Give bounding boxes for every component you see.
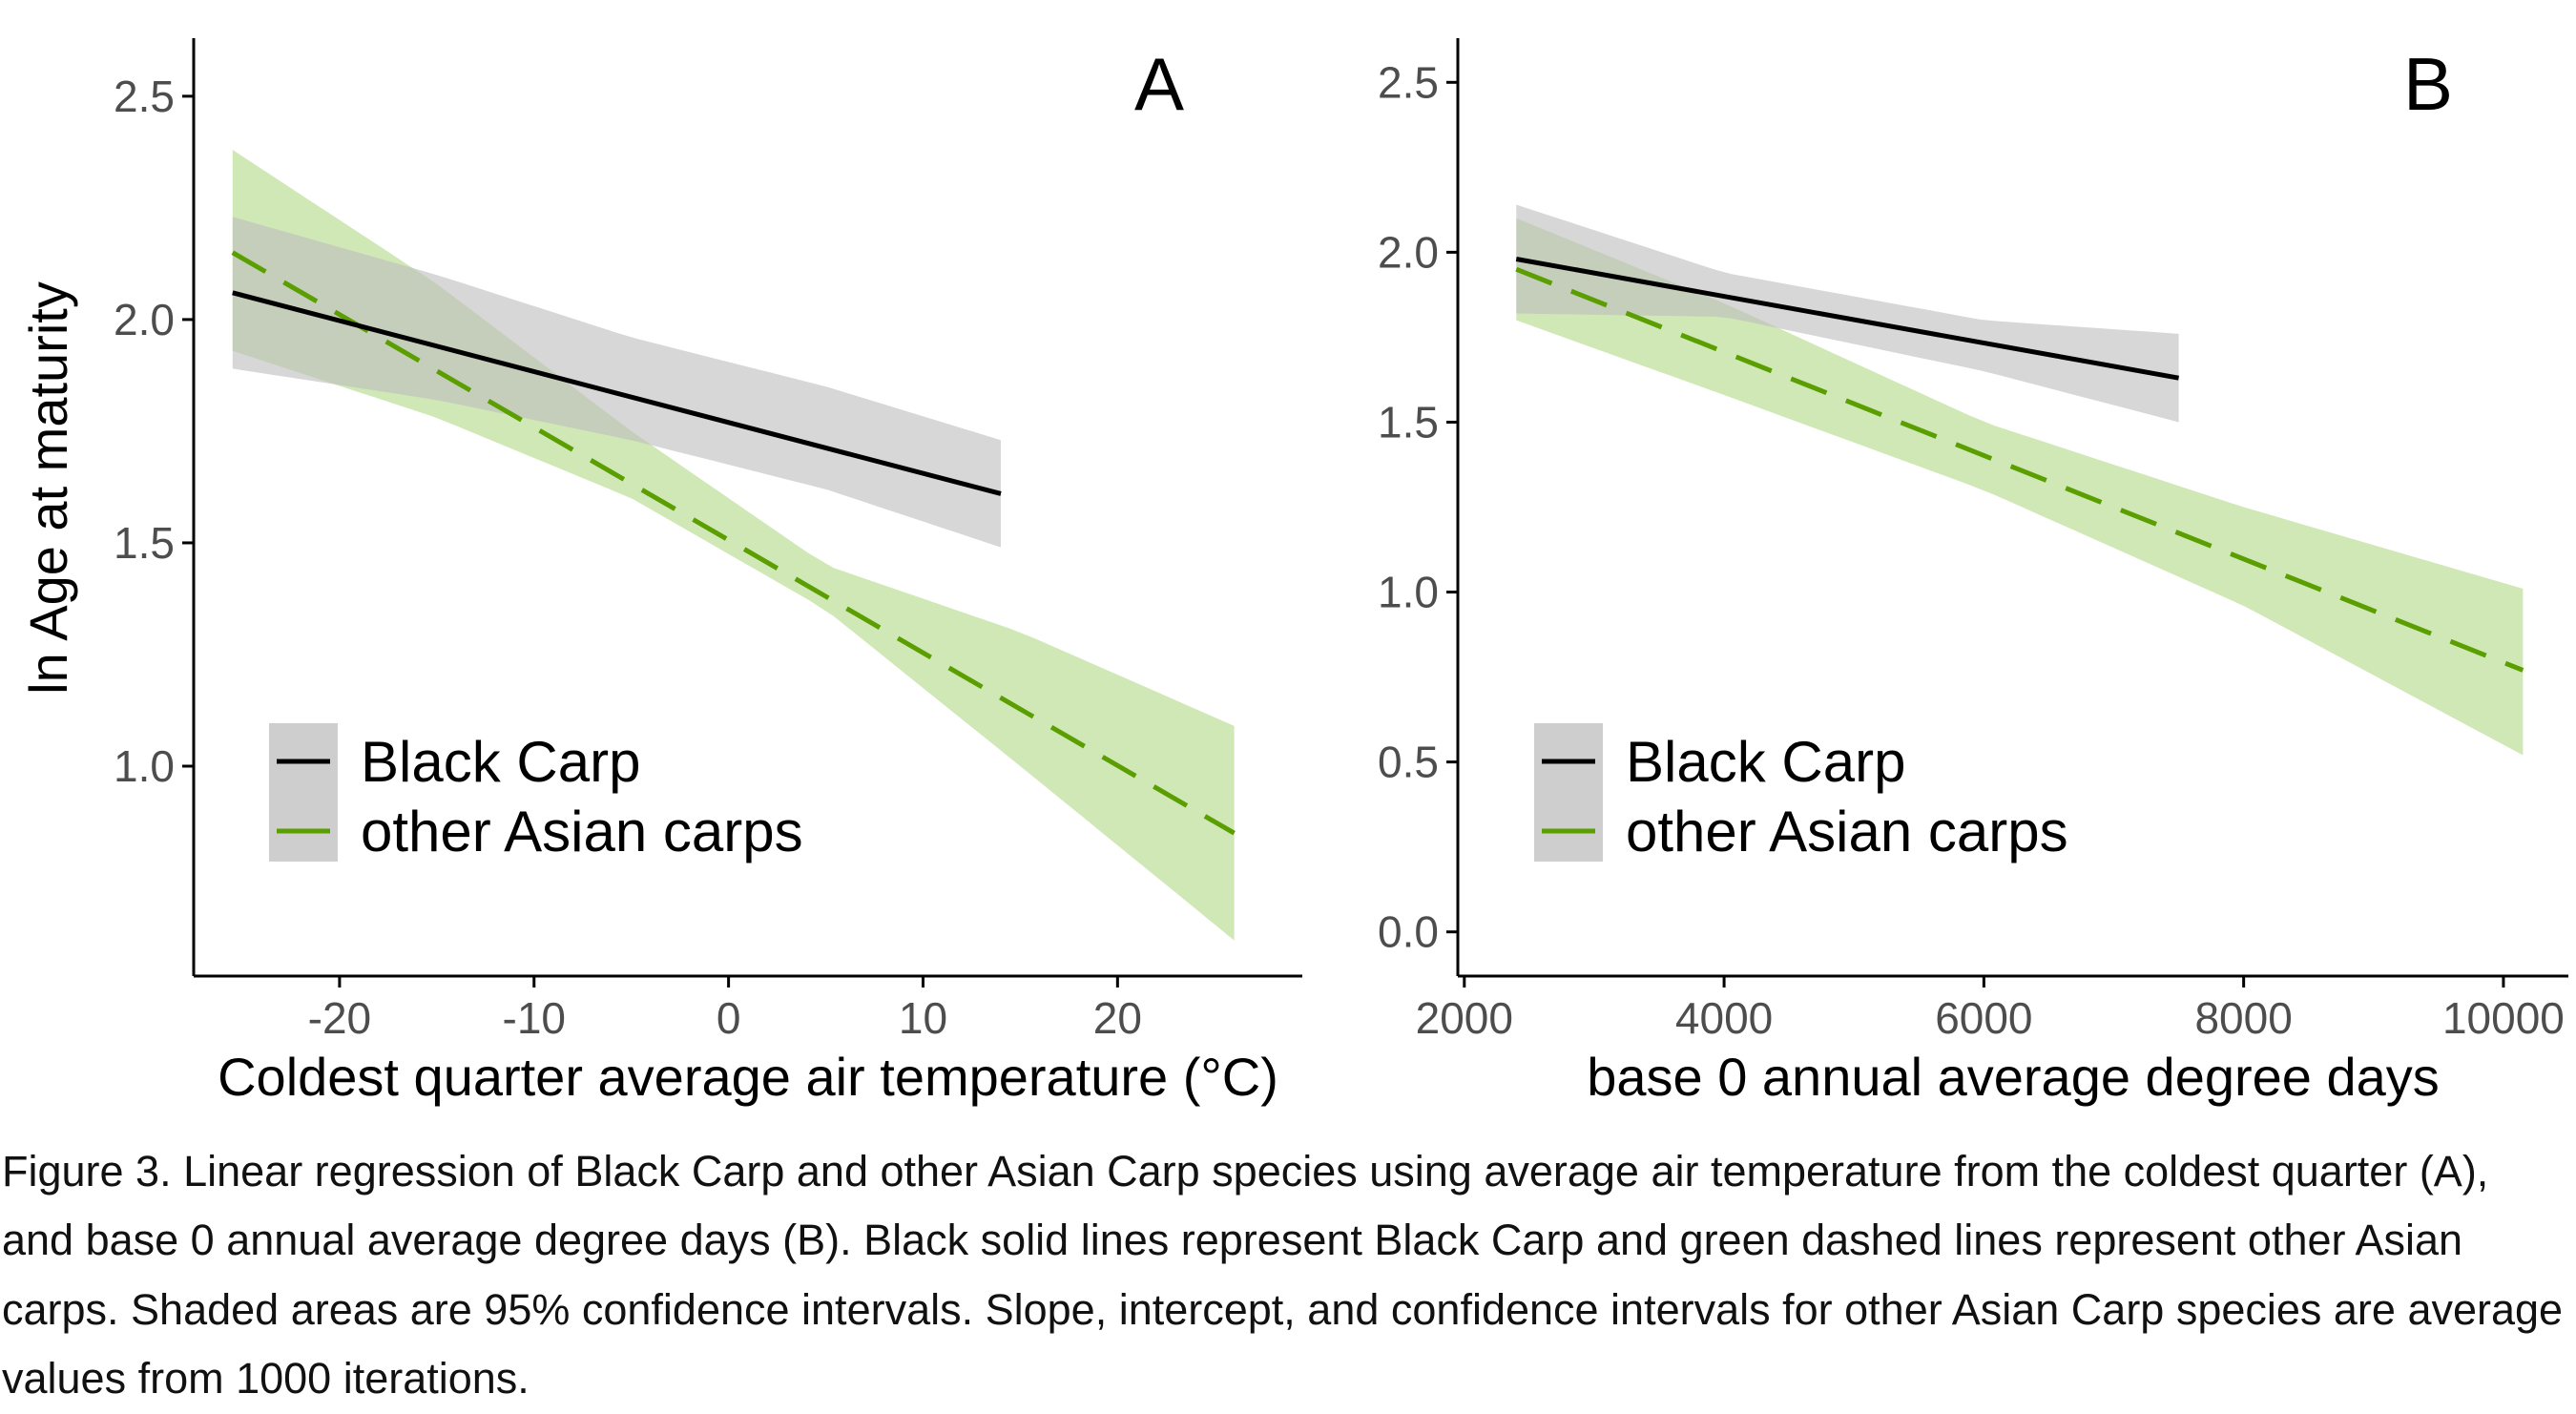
regression-line-other-asian-carps [231, 250, 1236, 836]
y-tick-label: 1.5 [1378, 397, 1439, 447]
legend-label: other Asian carps [361, 800, 803, 863]
x-tick-label: 6000 [1935, 993, 2032, 1043]
figure-caption: Figure 3. Linear regression of Black Car… [2, 1147, 2564, 1404]
x-tick-label: 10 [899, 993, 947, 1043]
panel-label: B [2403, 42, 2453, 126]
x-axis-title: base 0 annual average degree days [1587, 1047, 2440, 1107]
legend-label: other Asian carps [1626, 800, 2068, 863]
legend-label: Black Carp [1626, 730, 1905, 794]
x-axis-title: Coldest quarter average air temperature … [218, 1047, 1278, 1107]
regression-line-other-asian-carps [1515, 266, 2524, 673]
regression-line-black-carp [232, 290, 1002, 496]
x-tick-label: 0 [717, 993, 741, 1043]
y-tick-label: 1.0 [1378, 568, 1439, 617]
legend-key-background [269, 723, 338, 862]
x-tick-label: 8000 [2194, 993, 2292, 1043]
y-tick-label: 0.5 [1378, 738, 1439, 787]
y-tick-label: 1.5 [114, 518, 175, 568]
x-tick-label: 10000 [2442, 993, 2565, 1043]
y-tick-label: 2.0 [114, 295, 175, 344]
legend-label: Black Carp [361, 730, 640, 794]
panel-b: 0.0 0.5 1.0 1.5 2.0 2.5 2000 4000 6000 8000 10000b… [1378, 38, 2568, 1107]
x-tick-label: 20 [1093, 993, 1142, 1043]
legend-key-background [1534, 723, 1603, 862]
y-tick-label: 2.5 [114, 72, 175, 121]
x-tick-label: 2000 [1416, 993, 1513, 1043]
ci-band-black-carp [1516, 204, 2179, 423]
y-axis-title: ln Age at maturity [18, 281, 78, 695]
regression-line-black-carp [1515, 257, 2180, 381]
y-tick-label: 0.0 [1378, 907, 1439, 957]
x-tick-label: -10 [503, 993, 566, 1043]
ci-band-other-asian-carps [1516, 218, 2524, 756]
panel-label: A [1134, 42, 1184, 126]
x-tick-label: -20 [308, 993, 371, 1043]
y-tick-label: 1.0 [114, 741, 175, 791]
y-tick-label: 2.0 [1378, 227, 1439, 277]
x-tick-label: 4000 [1675, 993, 1773, 1043]
ci-band-black-carp [232, 217, 1002, 548]
y-tick-label: 2.5 [1378, 57, 1439, 107]
